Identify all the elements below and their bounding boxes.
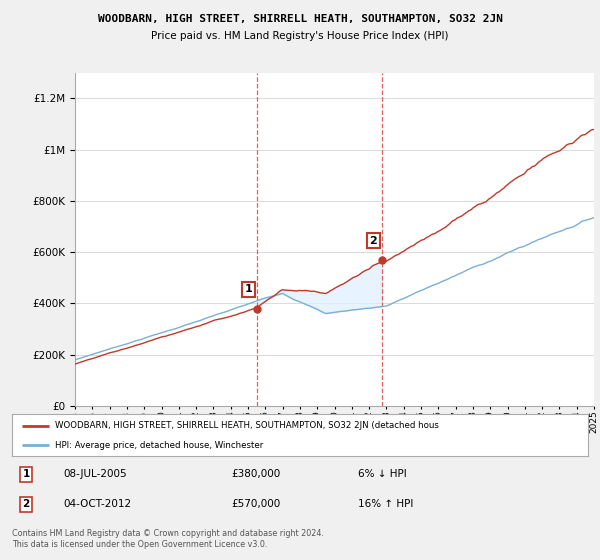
Text: Price paid vs. HM Land Registry's House Price Index (HPI): Price paid vs. HM Land Registry's House … [151,31,449,41]
Text: 04-OCT-2012: 04-OCT-2012 [64,500,132,510]
Text: Contains HM Land Registry data © Crown copyright and database right 2024.
This d: Contains HM Land Registry data © Crown c… [12,529,324,549]
Text: 2: 2 [370,236,377,246]
Text: 6% ↓ HPI: 6% ↓ HPI [358,469,406,479]
Text: 08-JUL-2005: 08-JUL-2005 [64,469,127,479]
Text: 16% ↑ HPI: 16% ↑ HPI [358,500,413,510]
Text: 1: 1 [22,469,29,479]
Text: 2: 2 [22,500,29,510]
Text: 1: 1 [244,284,252,295]
Text: WOODBARN, HIGH STREET, SHIRRELL HEATH, SOUTHAMPTON, SO32 2JN: WOODBARN, HIGH STREET, SHIRRELL HEATH, S… [97,14,503,24]
Text: HPI: Average price, detached house, Winchester: HPI: Average price, detached house, Winc… [55,441,263,450]
Text: WOODBARN, HIGH STREET, SHIRRELL HEATH, SOUTHAMPTON, SO32 2JN (detached hous: WOODBARN, HIGH STREET, SHIRRELL HEATH, S… [55,421,439,430]
Text: £570,000: £570,000 [231,500,280,510]
Text: £380,000: £380,000 [231,469,280,479]
